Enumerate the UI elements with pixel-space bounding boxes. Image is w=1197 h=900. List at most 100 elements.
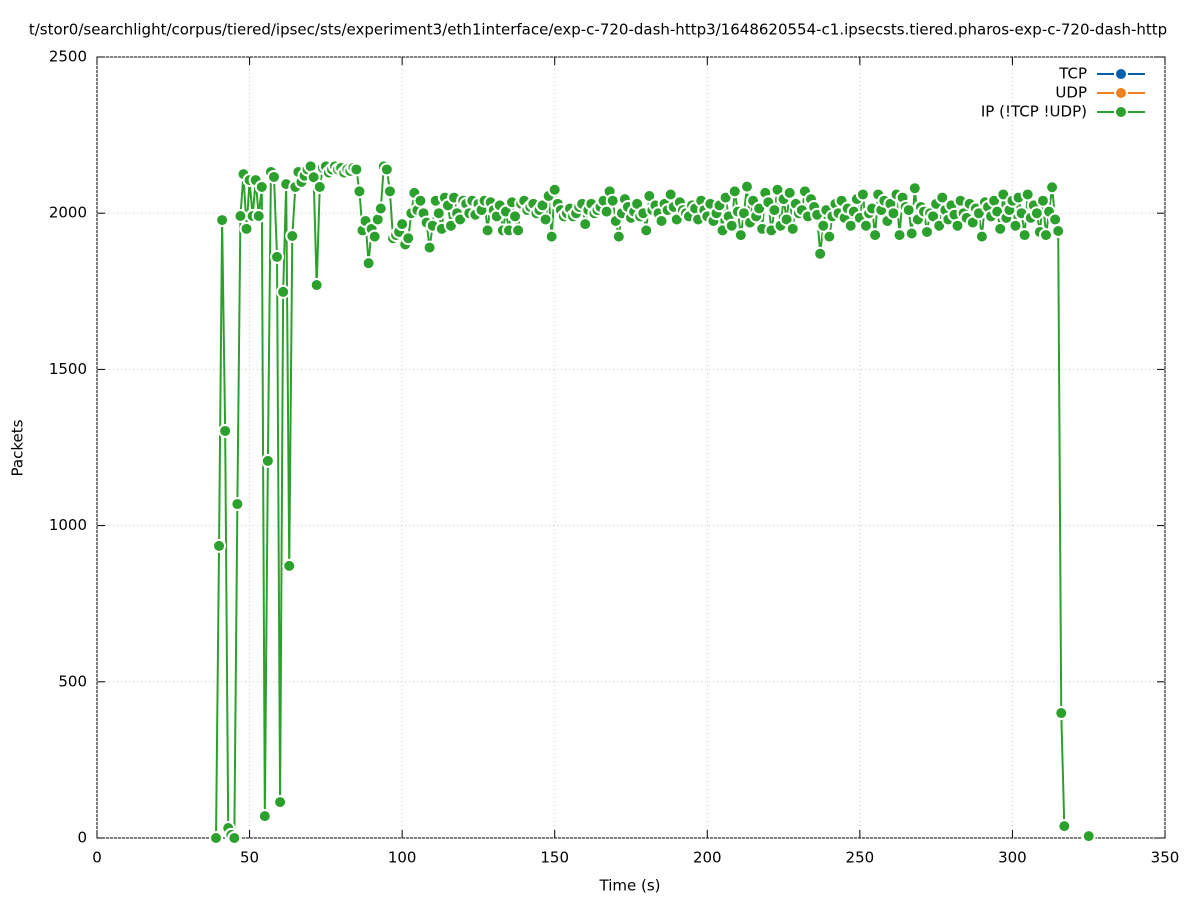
data-point xyxy=(919,224,934,239)
data-point xyxy=(907,181,922,196)
legend-label: IP (!TCP !UDP) xyxy=(981,103,1087,121)
data-point xyxy=(724,218,739,233)
data-point xyxy=(1008,218,1023,233)
x-axis-label: Time (s) xyxy=(599,877,661,895)
data-point xyxy=(605,193,620,208)
data-point xyxy=(309,278,324,293)
data-point xyxy=(212,538,227,553)
data-point xyxy=(1048,212,1063,227)
data-point xyxy=(401,231,416,246)
data-point xyxy=(993,221,1008,236)
data-point xyxy=(816,218,831,233)
data-point xyxy=(654,214,669,229)
data-point xyxy=(260,453,275,468)
legend-marker xyxy=(1114,105,1128,119)
data-point xyxy=(218,423,233,438)
data-point xyxy=(282,558,297,573)
data-point xyxy=(312,179,327,194)
data-point xyxy=(511,223,526,238)
x-tick-label: 250 xyxy=(846,849,875,867)
data-point xyxy=(868,228,883,243)
data-point xyxy=(1051,224,1066,239)
data-point xyxy=(733,228,748,243)
data-point xyxy=(431,206,446,221)
legend-label: TCP xyxy=(1058,65,1087,83)
data-point xyxy=(974,229,989,244)
data-point xyxy=(855,187,870,202)
x-tick-label: 50 xyxy=(240,849,259,867)
data-point xyxy=(935,190,950,205)
data-point xyxy=(373,201,388,216)
y-tick-label: 2000 xyxy=(49,204,87,222)
data-point xyxy=(227,831,242,845)
data-point xyxy=(367,229,382,244)
y-tick-label: 1000 xyxy=(49,516,87,534)
data-point xyxy=(270,249,285,264)
data-point xyxy=(904,226,919,241)
x-tick-label: 0 xyxy=(92,849,102,867)
legend-marker xyxy=(1114,86,1128,100)
data-point xyxy=(858,218,873,233)
y-tick-label: 0 xyxy=(77,829,87,847)
data-point xyxy=(1020,187,1035,202)
data-point xyxy=(239,221,254,236)
data-point xyxy=(1057,819,1072,834)
data-point xyxy=(578,217,593,232)
data-point xyxy=(233,209,248,224)
data-point xyxy=(901,203,916,218)
data-point xyxy=(382,184,397,199)
x-tick-label: 300 xyxy=(998,849,1027,867)
data-point xyxy=(785,221,800,236)
data-point xyxy=(950,218,965,233)
data-point xyxy=(782,185,797,200)
data-point xyxy=(480,223,495,238)
data-point xyxy=(663,187,678,202)
data-point xyxy=(306,170,321,185)
y-axis-label: Packets xyxy=(9,419,27,476)
data-point xyxy=(254,179,269,194)
plot-border xyxy=(96,56,1166,839)
data-point xyxy=(727,184,742,199)
data-point xyxy=(813,246,828,261)
data-point xyxy=(251,209,266,224)
x-tick-label: 100 xyxy=(388,849,417,867)
data-point xyxy=(1081,829,1096,844)
data-point xyxy=(422,240,437,255)
data-point xyxy=(1054,706,1069,721)
data-point xyxy=(1017,228,1032,243)
data-point xyxy=(276,284,291,299)
legend-marker xyxy=(1114,67,1128,81)
data-point xyxy=(361,256,376,271)
data-point xyxy=(547,182,562,197)
y-tick-label: 2500 xyxy=(49,48,87,66)
chart-title: t/stor0/searchlight/corpus/tiered/ipsec/… xyxy=(29,21,1167,39)
data-point xyxy=(767,203,782,218)
data-point xyxy=(209,831,224,845)
data-point xyxy=(739,179,754,194)
x-tick-label: 200 xyxy=(693,849,722,867)
data-point xyxy=(257,809,272,824)
data-point xyxy=(230,497,245,512)
data-point xyxy=(266,169,281,184)
data-point xyxy=(544,229,559,244)
data-point xyxy=(352,184,367,199)
legend-label: UDP xyxy=(1055,84,1087,102)
data-point xyxy=(395,217,410,232)
y-tick-label: 500 xyxy=(58,672,87,690)
x-tick-label: 350 xyxy=(1151,849,1180,867)
data-point xyxy=(892,228,907,243)
data-point xyxy=(822,229,837,244)
data-point xyxy=(349,162,364,177)
data-point xyxy=(1035,193,1050,208)
data-point xyxy=(886,206,901,221)
data-point xyxy=(379,162,394,177)
data-point xyxy=(1038,228,1053,243)
data-point xyxy=(538,212,553,227)
x-tick-label: 150 xyxy=(540,849,569,867)
data-point xyxy=(611,229,626,244)
data-point xyxy=(1045,180,1060,195)
data-point xyxy=(639,223,654,238)
data-point xyxy=(215,213,230,228)
data-point xyxy=(285,229,300,244)
